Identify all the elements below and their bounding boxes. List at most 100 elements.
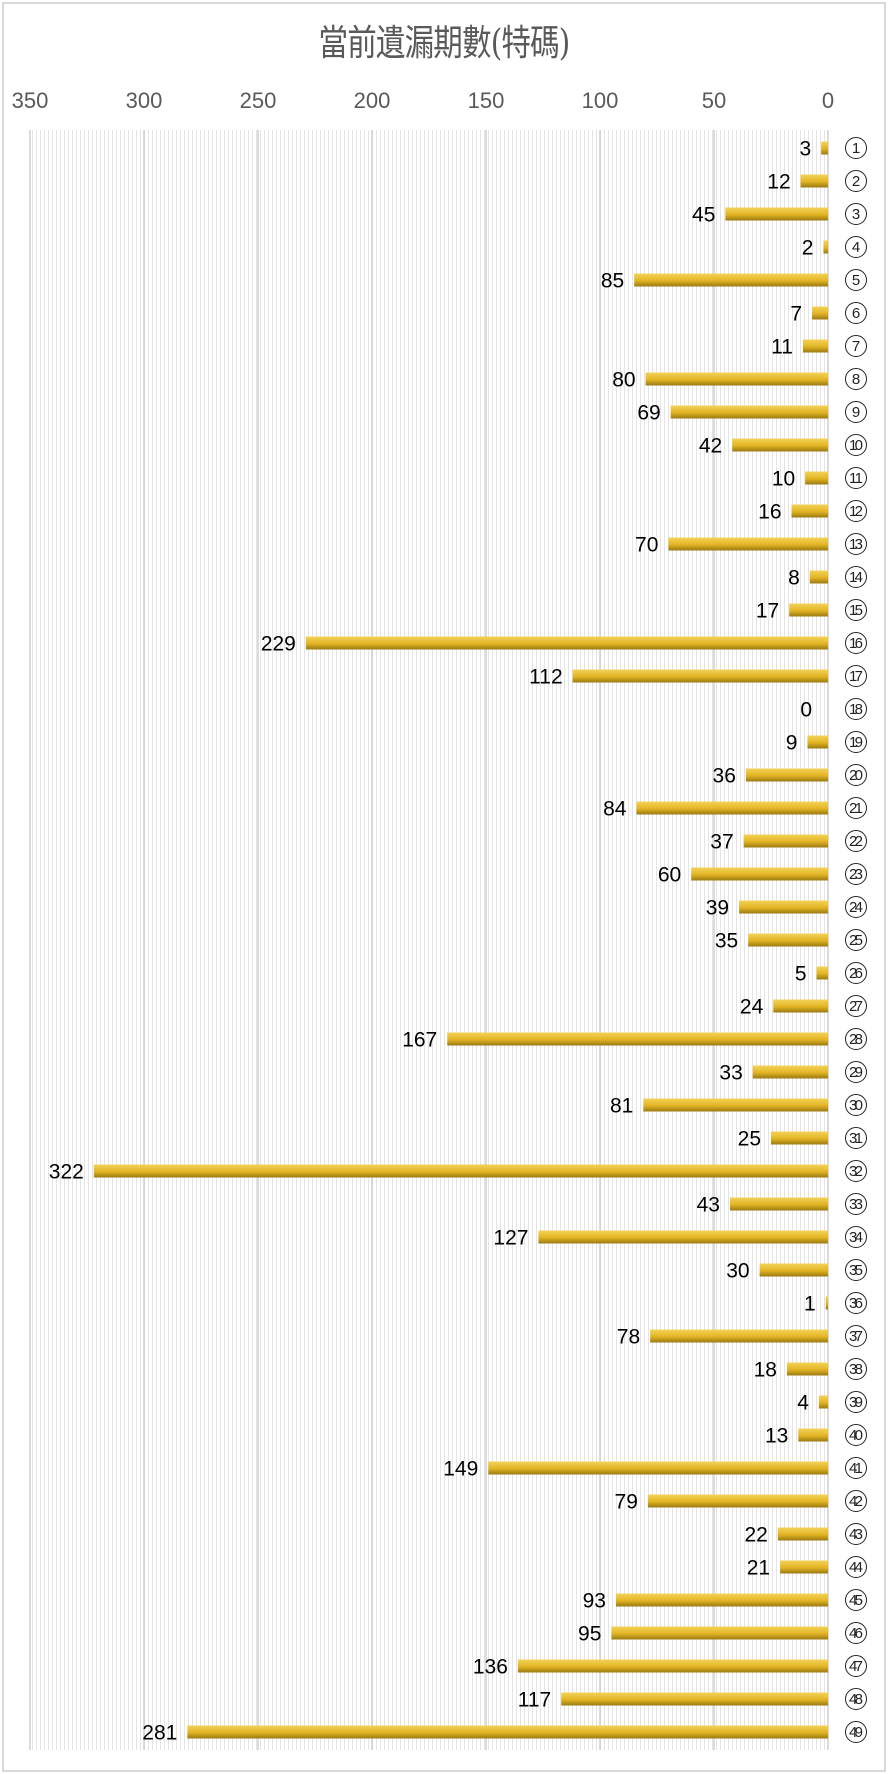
- category-label: 33: [849, 1196, 863, 1213]
- data-label: 17: [756, 600, 779, 623]
- x-tick-label: 100: [582, 88, 619, 113]
- data-label: 8: [788, 567, 800, 590]
- category-label: 9: [852, 404, 860, 421]
- category-circle: [845, 599, 867, 621]
- category-label: 21: [849, 800, 863, 817]
- bar: [816, 966, 828, 980]
- category-circle: [845, 170, 867, 192]
- bar: [691, 867, 828, 881]
- category-circle: [845, 1094, 867, 1116]
- data-label: 42: [699, 435, 722, 458]
- category-circle: [845, 1028, 867, 1050]
- category-circle: [845, 1655, 867, 1677]
- category-label: 41: [849, 1460, 863, 1477]
- category-label: 13: [849, 536, 863, 553]
- bar: [650, 1329, 828, 1343]
- category-label: 10: [849, 437, 863, 454]
- category-circle: [845, 1622, 867, 1644]
- data-label: 24: [740, 996, 764, 1019]
- bar: [732, 438, 828, 452]
- data-label: 85: [601, 270, 624, 293]
- category-label: 46: [849, 1625, 863, 1642]
- category-circle: [845, 665, 867, 687]
- category-circle: [845, 269, 867, 291]
- category-circle: [845, 797, 867, 819]
- category-label: 29: [849, 1064, 863, 1081]
- category-circle: [845, 1457, 867, 1479]
- category-circle: [845, 1556, 867, 1578]
- data-label: 37: [710, 831, 733, 854]
- bar: [643, 1098, 828, 1112]
- category-label: 45: [849, 1592, 863, 1609]
- category-label: 8: [852, 371, 860, 388]
- category-label: 1: [852, 140, 860, 157]
- bar: [805, 471, 828, 485]
- bar: [670, 405, 828, 419]
- category-label: 27: [849, 998, 863, 1015]
- category-circle: [845, 1688, 867, 1710]
- data-label: 4: [797, 1392, 809, 1415]
- data-label: 22: [744, 1524, 767, 1547]
- data-label: 149: [443, 1458, 478, 1481]
- category-label: 35: [849, 1262, 863, 1279]
- bar: [615, 1593, 828, 1607]
- data-label: 0: [800, 699, 812, 722]
- data-label: 9: [786, 732, 798, 755]
- category-circle: [845, 1721, 867, 1743]
- category-label: 25: [849, 932, 863, 949]
- category-circle: [845, 1061, 867, 1083]
- x-tick-label: 200: [354, 88, 391, 113]
- category-circle: [845, 203, 867, 225]
- bar: [538, 1230, 828, 1244]
- category-label: 20: [849, 767, 863, 784]
- bar: [800, 174, 828, 188]
- category-circle: [845, 566, 867, 588]
- bar: [771, 1131, 828, 1145]
- bar: [759, 1263, 828, 1277]
- bar: [802, 339, 828, 353]
- data-label: 79: [615, 1491, 638, 1514]
- category-label: 4: [852, 239, 860, 256]
- category-circle: [845, 1160, 867, 1182]
- category-label: 2: [852, 173, 860, 190]
- category-circle: [845, 434, 867, 456]
- bar: [634, 273, 828, 287]
- data-label: 93: [583, 1590, 606, 1613]
- data-label: 7: [790, 303, 802, 326]
- data-label: 167: [402, 1029, 437, 1052]
- data-label: 25: [738, 1128, 761, 1151]
- category-label: 48: [849, 1691, 863, 1708]
- category-circle: [845, 467, 867, 489]
- data-label: 3: [799, 138, 811, 161]
- bar: [187, 1725, 828, 1739]
- category-label: 32: [849, 1163, 863, 1180]
- category-circle: [845, 368, 867, 390]
- bar: [812, 306, 828, 320]
- category-label: 11: [849, 470, 863, 487]
- category-circle: [845, 137, 867, 159]
- data-label: 1: [804, 1293, 816, 1316]
- data-label: 10: [772, 468, 795, 491]
- data-label: 45: [692, 204, 715, 227]
- data-label: 36: [713, 765, 736, 788]
- category-circle: [845, 1424, 867, 1446]
- data-label: 81: [610, 1095, 633, 1118]
- category-circle: [845, 1226, 867, 1248]
- category-label: 24: [849, 899, 863, 916]
- category-label: 6: [852, 305, 860, 322]
- bar: [748, 933, 828, 947]
- category-circle: [845, 1589, 867, 1611]
- data-label: 136: [473, 1656, 508, 1679]
- category-label: 23: [849, 866, 863, 883]
- category-label: 31: [849, 1130, 863, 1147]
- bar: [611, 1626, 828, 1640]
- category-label: 17: [849, 668, 863, 685]
- category-circle: [845, 764, 867, 786]
- category-label: 44: [849, 1559, 863, 1576]
- data-label: 229: [261, 633, 296, 656]
- category-label: 40: [849, 1427, 863, 1444]
- category-circle: [845, 1325, 867, 1347]
- bar: [561, 1692, 828, 1706]
- category-label: 5: [852, 272, 860, 289]
- data-label: 60: [658, 864, 681, 887]
